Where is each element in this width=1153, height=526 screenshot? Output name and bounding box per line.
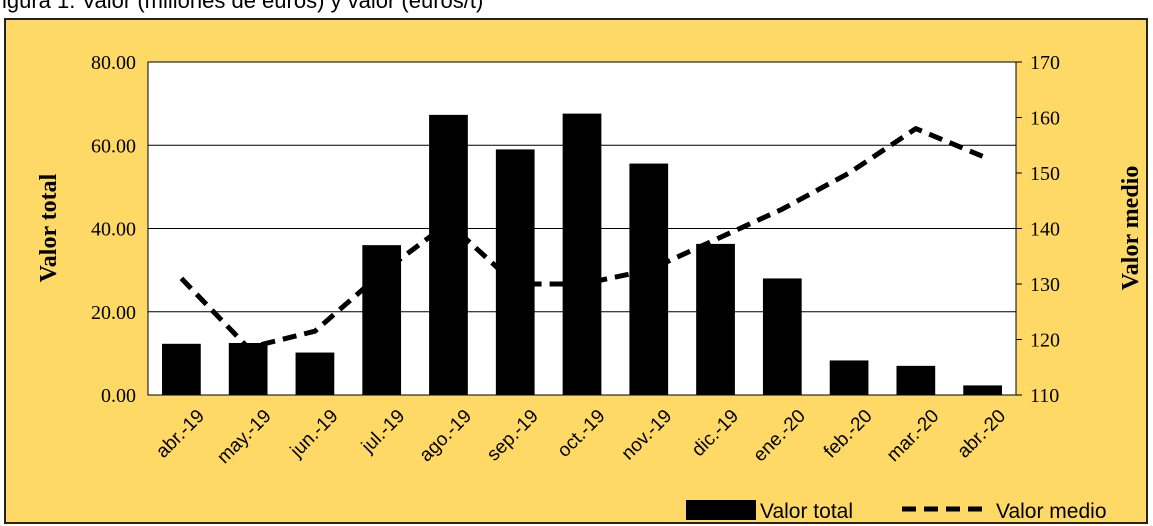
chart-frame: 0.00 20.00 40.00 60.00 80.00 110 120 130 140 150 1… (4, 18, 1148, 524)
x-tick-label: jul.-19 (357, 406, 409, 458)
x-tick-label: nov.-19 (618, 406, 677, 465)
bar-valor-total (162, 343, 201, 395)
bar-valor-total (963, 385, 1002, 395)
y2-tick-label: 120 (1030, 330, 1060, 352)
bar-valor-total (896, 365, 936, 395)
bar-valor-total (228, 342, 268, 395)
bar-valor-total (629, 163, 669, 395)
x-tick-label: ago.-19 (416, 406, 476, 466)
bar-valor-total (829, 360, 869, 395)
bar-valor-total (295, 352, 335, 395)
y2-tick-label: 140 (1030, 219, 1060, 241)
y2-tick-label: 110 (1030, 385, 1059, 407)
legend-label-valor-medio: Valor medio (996, 500, 1107, 523)
bar-valor-total (696, 243, 735, 395)
y2-tick-label: 160 (1030, 108, 1060, 130)
chart-svg: 0.00 20.00 40.00 60.00 80.00 110 120 130 140 150 1… (36, 52, 1144, 523)
x-tick-label: mar.-20 (883, 406, 943, 466)
y-tick-label: 40.00 (91, 219, 136, 241)
legend-label-valor-total: Valor total (760, 500, 853, 523)
y2-tick-label: 150 (1030, 163, 1060, 185)
x-tick-label: sep.-19 (483, 406, 543, 466)
legend: Valor total Valor medio (686, 500, 1107, 523)
figure-title: igura 1. Valor (millones de euros) y val… (2, 0, 484, 13)
x-tick-label: ene.-20 (749, 406, 809, 466)
y2-axis-title: Valor medio (1118, 166, 1144, 291)
y-tick-label: 0.00 (101, 385, 136, 407)
bar-valor-total (429, 114, 468, 396)
y2-tick-label: 130 (1030, 274, 1060, 296)
y-tick-label: 80.00 (91, 52, 136, 74)
y-tick-label: 20.00 (91, 302, 136, 324)
y2-tick-label: 170 (1030, 52, 1060, 74)
x-tick-label: feb.-20 (820, 406, 877, 463)
y-tick-label: 60.00 (91, 135, 136, 157)
y-axis-title: Valor total (36, 173, 62, 282)
x-tick-label: dic.-19 (688, 406, 743, 461)
x-tick-label: oct.-19 (554, 406, 610, 462)
line-valor-medio (179, 126, 984, 351)
x-tick-label: abr.-20 (953, 406, 1010, 463)
bar-valor-total (762, 278, 802, 395)
x-tick-label: may.-19 (213, 406, 275, 468)
legend-swatch-valor-total (686, 500, 756, 520)
bar-valor-total (562, 113, 602, 396)
bar-valor-total (362, 245, 402, 395)
bar-valor-total (495, 149, 535, 395)
x-tick-label: jun.-19 (286, 406, 343, 463)
x-tick-label: abr.-19 (152, 406, 209, 463)
